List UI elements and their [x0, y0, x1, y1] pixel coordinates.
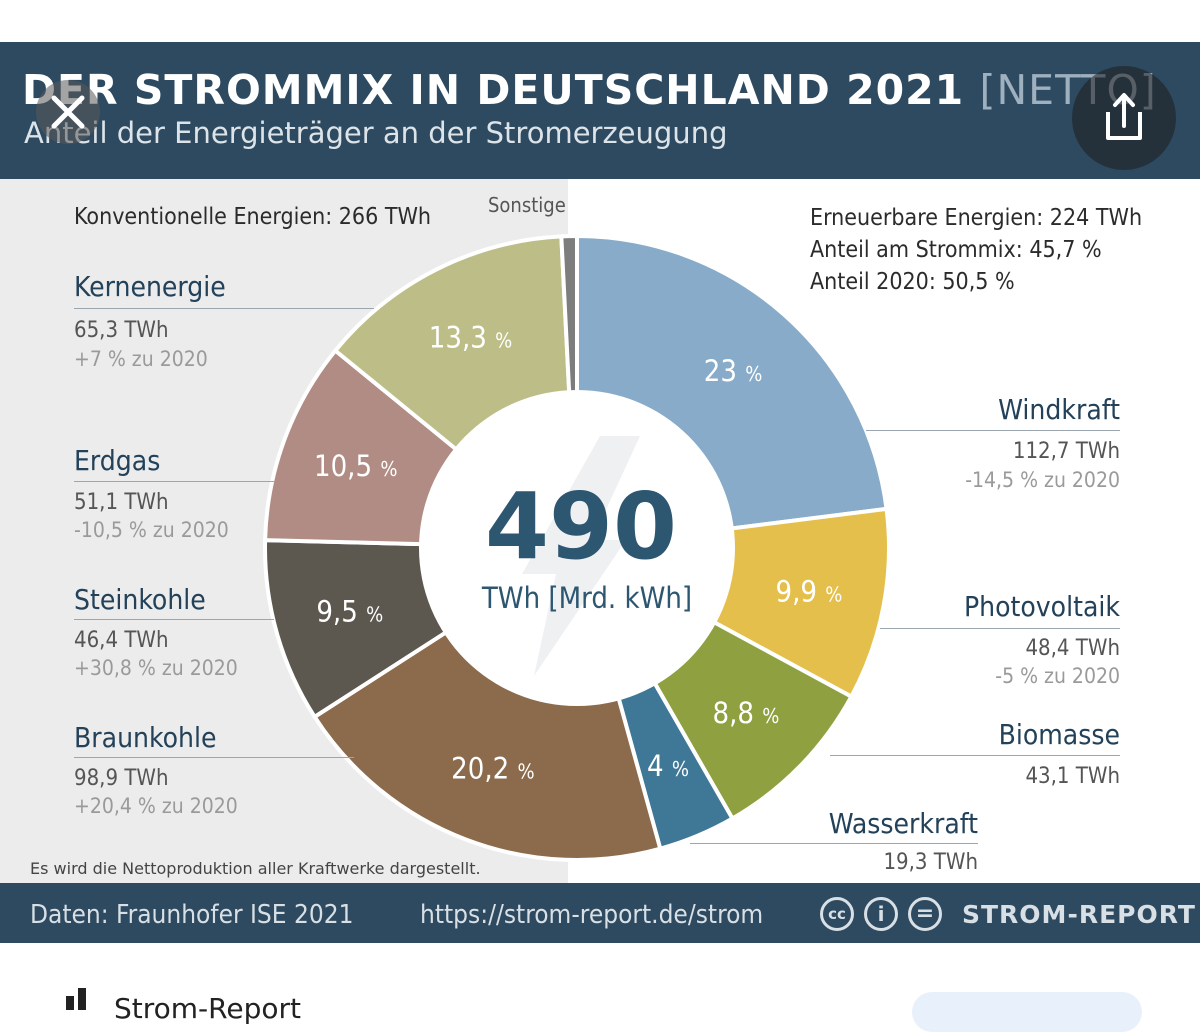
title-main: DER STROMMIX IN DEUTSCHLAND 2021 — [22, 66, 965, 114]
separator-steinkohle — [74, 619, 274, 620]
twh-wasserkraft: 19,3 TWh — [883, 850, 978, 875]
infographic-footer — [0, 883, 1200, 943]
label-kernenergie: Kernenergie — [74, 270, 226, 303]
separator-kernenergie — [74, 308, 374, 309]
twh-erdgas: 51,1 TWh — [74, 490, 169, 515]
twh-biomasse: 43,1 TWh — [1025, 764, 1120, 789]
cc-by-icon: i — [864, 897, 898, 931]
change-windkraft: -14,5 % zu 2020 — [965, 468, 1120, 492]
bar-logo-icon — [66, 988, 86, 1010]
change-steinkohle: +30,8 % zu 2020 — [74, 656, 238, 680]
change-photovoltaik: -5 % zu 2020 — [995, 664, 1120, 688]
cc-nd-icon: = — [908, 897, 942, 931]
share-icon — [1106, 93, 1142, 140]
follow-button[interactable] — [912, 992, 1142, 1032]
twh-steinkohle: 46,4 TWh — [74, 628, 169, 653]
change-erdgas: -10,5 % zu 2020 — [74, 518, 229, 542]
total-unit: TWh [Mrd. kWh] — [481, 581, 692, 615]
twh-photovoltaik: 48,4 TWh — [1025, 636, 1120, 661]
twh-kernenergie: 65,3 TWh — [74, 318, 169, 343]
twh-windkraft: 112,7 TWh — [1012, 439, 1120, 464]
label-biomasse: Biomasse — [998, 718, 1120, 751]
close-button[interactable] — [36, 80, 100, 144]
renewable-share: Anteil am Strommix: 45,7 % — [810, 237, 1102, 263]
brand-name: STROM-REPORT — [962, 900, 1196, 929]
change-kernenergie: +7 % zu 2020 — [74, 347, 208, 371]
infographic-header — [0, 42, 1200, 179]
chart-title: DER STROMMIX IN DEUTSCHLAND 2021 [NETTO] — [22, 66, 1157, 114]
label-windkraft: Windkraft — [998, 393, 1120, 426]
percent-label-biomasse: 8,8 % — [713, 696, 780, 730]
other-label: Sonstige — [488, 193, 566, 217]
share-button[interactable] — [1072, 66, 1176, 170]
cc-license-icon: cc — [820, 897, 854, 931]
renewable-total: Erneuerbare Energien: 224 TWh — [810, 205, 1143, 231]
label-wasserkraft: Wasserkraft — [828, 807, 978, 840]
total-value: 490 — [485, 473, 677, 580]
separator-wasserkraft — [690, 843, 978, 844]
close-icon — [51, 95, 85, 129]
label-erdgas: Erdgas — [74, 444, 161, 477]
data-source: Daten: Fraunhofer ISE 2021 — [30, 900, 354, 930]
percent-label-erdgas: 10,5 % — [314, 449, 397, 483]
footnote: Es wird die Nettoproduktion aller Kraftw… — [30, 859, 481, 878]
separator-biomasse — [830, 755, 1120, 756]
renewable-share-2020: Anteil 2020: 50,5 % — [810, 269, 1015, 295]
lightning-bolt-icon — [522, 436, 640, 676]
source-url[interactable]: https://strom-report.de/strom — [420, 900, 764, 930]
percent-label-braunkohle: 20,2 % — [451, 752, 534, 786]
donut-chart: 490 TWh [Mrd. kWh] 23 % 9,9 % 8,8 % 4 % 20,2… — [263, 236, 889, 860]
label-photovoltaik: Photovoltaik — [963, 590, 1120, 623]
percent-label-wasserkraft: 4 % — [647, 749, 689, 783]
separator-windkraft — [866, 430, 1120, 431]
percent-label-kernenergie: 13,3 % — [429, 320, 512, 354]
chart-subtitle: Anteil der Energieträger an der Stromerz… — [24, 116, 728, 150]
percent-label-steinkohle: 9,5 % — [316, 595, 383, 629]
separator-braunkohle — [74, 757, 354, 758]
percent-label-photovoltaik: 9,9 % — [776, 574, 843, 608]
percent-label-windkraft: 23 % — [704, 354, 763, 388]
twh-braunkohle: 98,9 TWh — [74, 766, 169, 791]
separator-erdgas — [74, 481, 274, 482]
change-braunkohle: +20,4 % zu 2020 — [74, 794, 238, 818]
separator-photovoltaik — [880, 628, 1120, 629]
label-braunkohle: Braunkohle — [74, 721, 217, 754]
conventional-total: Konventionelle Energien: 266 TWh — [74, 204, 432, 230]
label-steinkohle: Steinkohle — [74, 583, 206, 616]
